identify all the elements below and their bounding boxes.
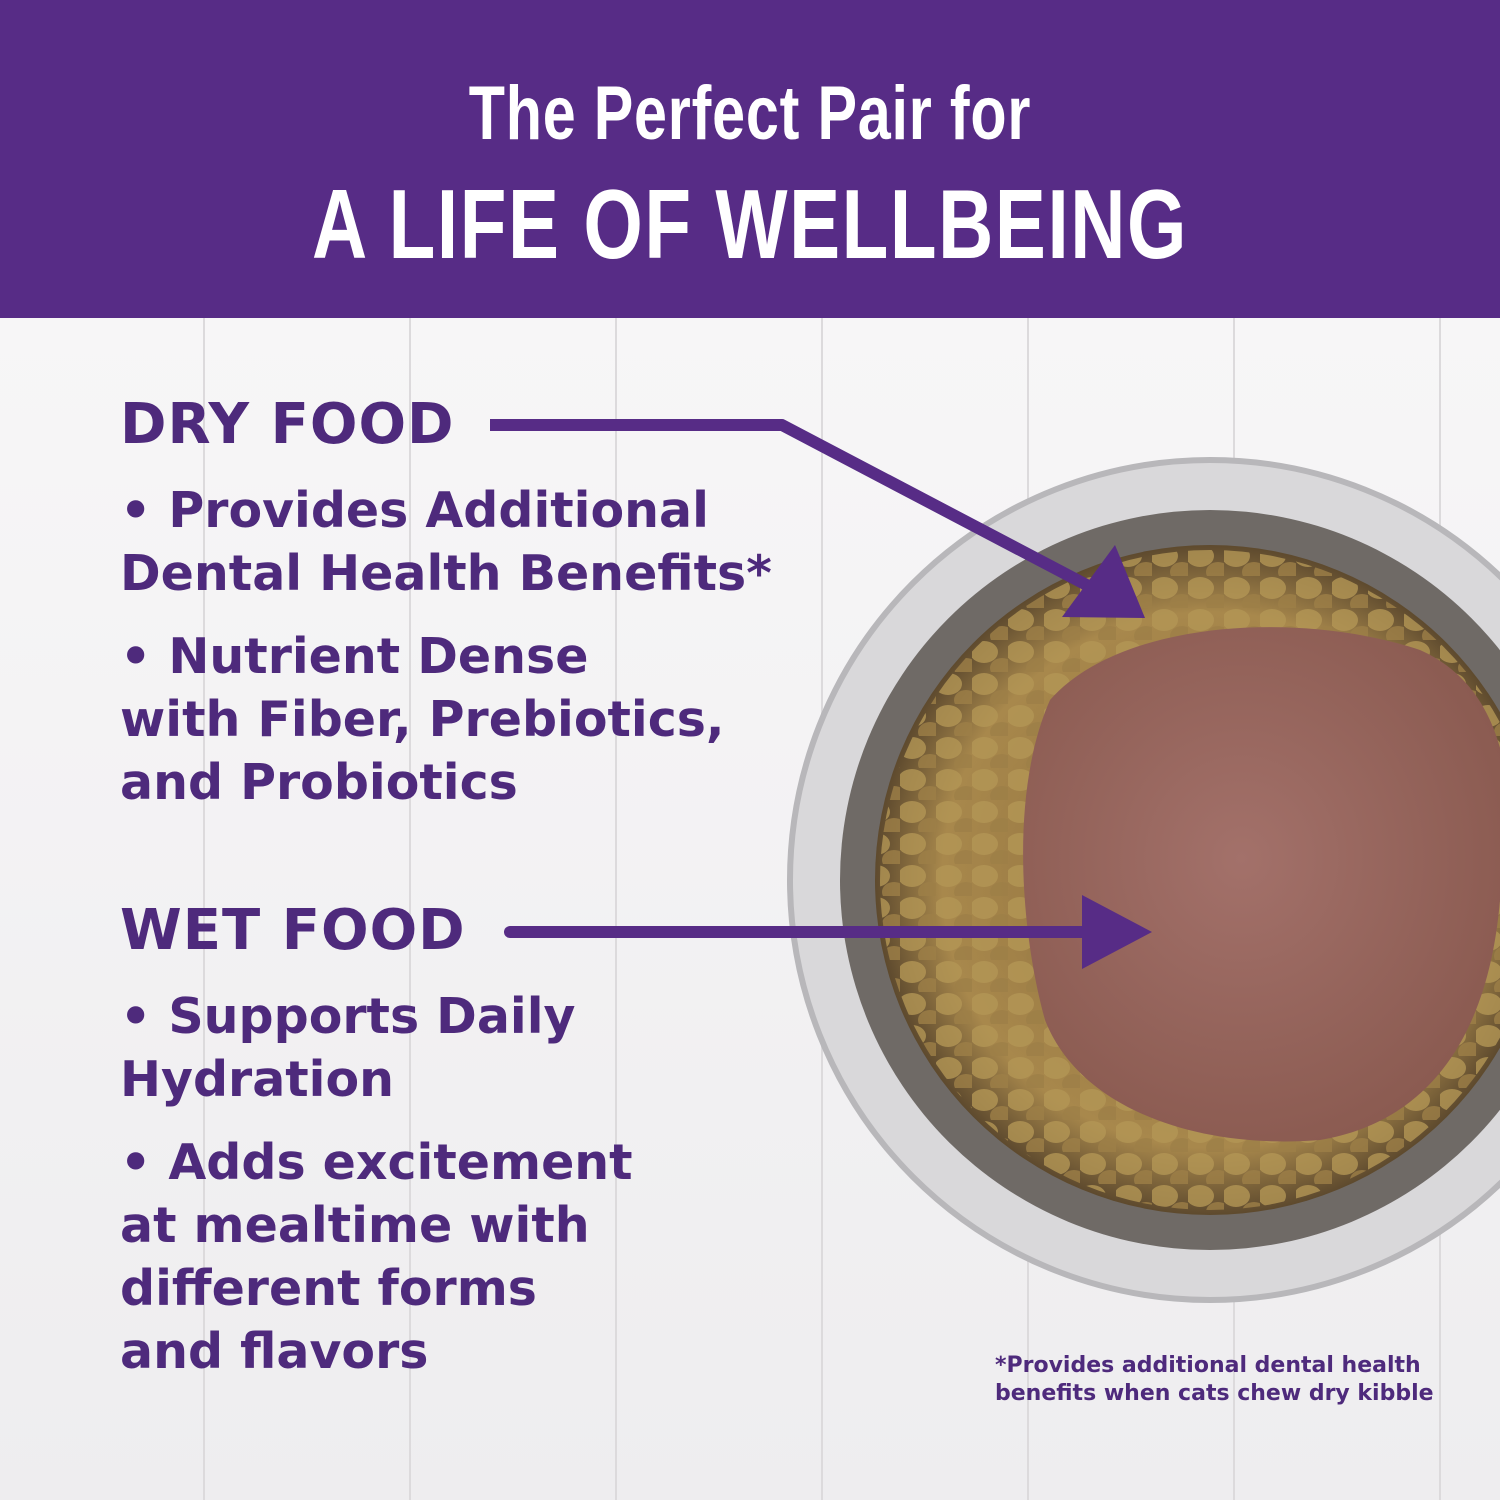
dry-bullet-dental: • Provides Additional Dental Health Bene…: [120, 482, 772, 602]
title-line-2: A LIFE OF WELLBEING: [311, 169, 1189, 279]
dry-bullet-nutrient: • Nutrient Dense with Fiber, Prebiotics,…: [120, 628, 725, 811]
title-line-1: The Perfect Pair for: [468, 71, 1032, 156]
footnote: *Provides additional dental health benef…: [995, 1353, 1434, 1406]
wet-food-heading: WET FOOD: [120, 898, 466, 963]
wet-food-section: WET FOOD • Supports Daily Hydration • Ad…: [120, 898, 633, 1383]
header-banner: The Perfect Pair for A LIFE OF WELLBEING: [0, 0, 1500, 318]
wet-pate: [1023, 627, 1500, 1142]
dry-food-section: DRY FOOD • Provides Additional Dental He…: [120, 392, 772, 814]
dry-food-arrow: [490, 419, 1145, 618]
dry-food-heading: DRY FOOD: [120, 392, 455, 457]
wet-bullet-excitement: • Adds excitement at mealtime with diffe…: [120, 1134, 633, 1380]
wet-bullet-hydration: • Supports Daily Hydration: [120, 988, 576, 1108]
wet-food-arrow: [504, 895, 1152, 969]
